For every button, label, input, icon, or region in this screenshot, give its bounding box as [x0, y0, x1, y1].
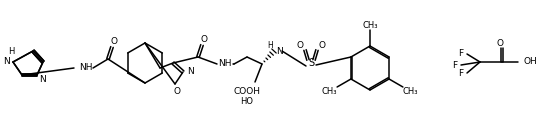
Text: O: O	[174, 87, 180, 97]
Text: N: N	[39, 76, 47, 85]
Text: O: O	[497, 38, 503, 47]
Text: CH₃: CH₃	[321, 87, 337, 96]
Text: O: O	[110, 38, 118, 46]
Text: CH₃: CH₃	[403, 87, 418, 96]
Text: CH₃: CH₃	[362, 21, 378, 30]
Text: N: N	[188, 67, 194, 76]
Text: NH: NH	[79, 63, 93, 72]
Text: H: H	[267, 41, 273, 51]
Text: HO: HO	[240, 97, 254, 106]
Text: NH: NH	[218, 60, 232, 69]
Text: O: O	[296, 40, 304, 49]
Text: F: F	[458, 69, 463, 77]
Text: COOH: COOH	[234, 87, 260, 97]
Text: H: H	[8, 47, 14, 56]
Text: F: F	[452, 61, 457, 69]
Text: S: S	[308, 58, 314, 68]
Text: N: N	[4, 57, 11, 67]
Text: O: O	[319, 40, 325, 49]
Text: F: F	[458, 49, 463, 59]
Text: N: N	[276, 46, 282, 55]
Text: O: O	[200, 36, 208, 45]
Text: OH: OH	[524, 57, 538, 67]
